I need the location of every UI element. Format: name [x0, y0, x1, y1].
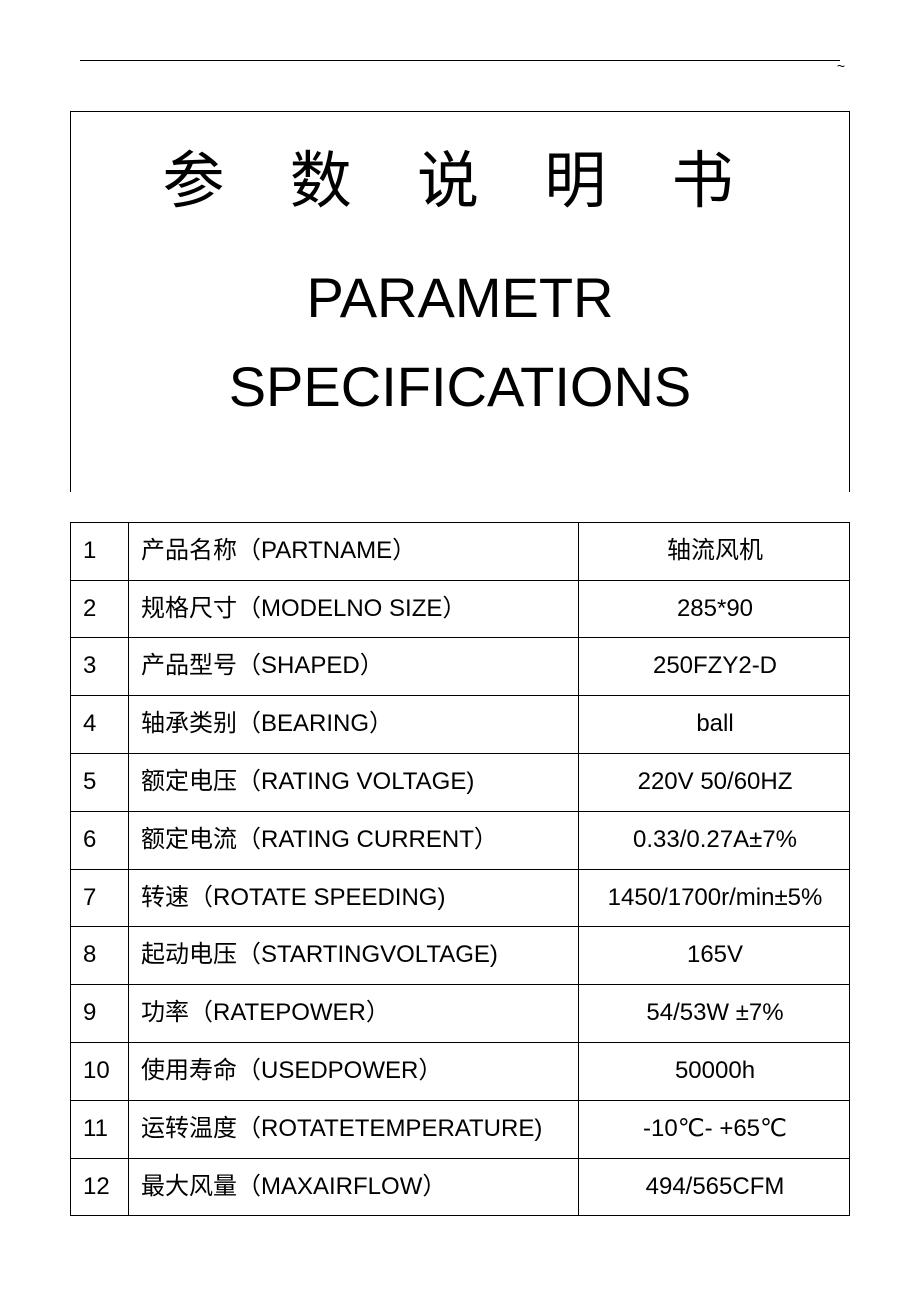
row-index: 8	[71, 927, 129, 985]
row-value: ball	[579, 696, 850, 754]
row-label: 轴承类别（BEARING）	[129, 696, 579, 754]
table-row: 4轴承类别（BEARING）ball	[71, 696, 850, 754]
top-rule	[80, 60, 840, 61]
row-value: 250FZY2-D	[579, 638, 850, 696]
row-value: -10℃- +65℃	[579, 1100, 850, 1158]
table-row: 1产品名称（PARTNAME）轴流风机	[71, 522, 850, 580]
row-label: 规格尺寸（MODELNO SIZE）	[129, 580, 579, 638]
row-index: 1	[71, 522, 129, 580]
row-label: 转速（ROTATE SPEEDING)	[129, 869, 579, 927]
row-label: 额定电流（RATING CURRENT）	[129, 811, 579, 869]
row-index: 9	[71, 985, 129, 1043]
row-value: 轴流风机	[579, 522, 850, 580]
row-index: 11	[71, 1100, 129, 1158]
row-index: 2	[71, 580, 129, 638]
row-value: 220V 50/60HZ	[579, 753, 850, 811]
row-label: 使用寿命（USEDPOWER）	[129, 1042, 579, 1100]
row-value: 165V	[579, 927, 850, 985]
tilde-mark: ~	[837, 58, 845, 74]
row-value: 50000h	[579, 1042, 850, 1100]
spec-table-body: 1产品名称（PARTNAME）轴流风机2规格尺寸（MODELNO SIZE）28…	[71, 522, 850, 1216]
row-label: 产品名称（PARTNAME）	[129, 522, 579, 580]
table-row: 5额定电压（RATING VOLTAGE)220V 50/60HZ	[71, 753, 850, 811]
row-label: 最大风量（MAXAIRFLOW）	[129, 1158, 579, 1216]
table-row: 6额定电流（RATING CURRENT）0.33/0.27A±7%	[71, 811, 850, 869]
row-index: 4	[71, 696, 129, 754]
row-value: 0.33/0.27A±7%	[579, 811, 850, 869]
row-index: 5	[71, 753, 129, 811]
table-row: 7转速（ROTATE SPEEDING)1450/1700r/min±5%	[71, 869, 850, 927]
table-row: 2规格尺寸（MODELNO SIZE）285*90	[71, 580, 850, 638]
row-value: 54/53W ±7%	[579, 985, 850, 1043]
row-label: 额定电压（RATING VOLTAGE)	[129, 753, 579, 811]
row-index: 6	[71, 811, 129, 869]
row-index: 3	[71, 638, 129, 696]
spec-table: 1产品名称（PARTNAME）轴流风机2规格尺寸（MODELNO SIZE）28…	[70, 522, 850, 1217]
row-value: 1450/1700r/min±5%	[579, 869, 850, 927]
table-row: 3产品型号（SHAPED）250FZY2-D	[71, 638, 850, 696]
row-label: 运转温度（ROTATETEMPERATURE)	[129, 1100, 579, 1158]
title-frame: 参 数 说 明 书 PARAMETR SPECIFICATIONS	[70, 111, 850, 492]
table-row: 8起动电压（STARTINGVOLTAGE)165V	[71, 927, 850, 985]
table-row: 9功率（RATEPOWER）54/53W ±7%	[71, 985, 850, 1043]
page: ~ 参 数 说 明 书 PARAMETR SPECIFICATIONS 1产品名…	[0, 0, 920, 1302]
row-index: 7	[71, 869, 129, 927]
table-row: 12最大风量（MAXAIRFLOW）494/565CFM	[71, 1158, 850, 1216]
row-label: 起动电压（STARTINGVOLTAGE)	[129, 927, 579, 985]
table-row: 10使用寿命（USEDPOWER）50000h	[71, 1042, 850, 1100]
table-row: 11运转温度（ROTATETEMPERATURE)-10℃- +65℃	[71, 1100, 850, 1158]
title-english-line2: SPECIFICATIONS	[91, 342, 829, 432]
title-english-line1: PARAMETR	[91, 253, 829, 343]
row-label: 功率（RATEPOWER）	[129, 985, 579, 1043]
row-index: 10	[71, 1042, 129, 1100]
row-value: 494/565CFM	[579, 1158, 850, 1216]
title-chinese: 参 数 说 明 书	[91, 142, 829, 223]
row-label: 产品型号（SHAPED）	[129, 638, 579, 696]
row-value: 285*90	[579, 580, 850, 638]
row-index: 12	[71, 1158, 129, 1216]
